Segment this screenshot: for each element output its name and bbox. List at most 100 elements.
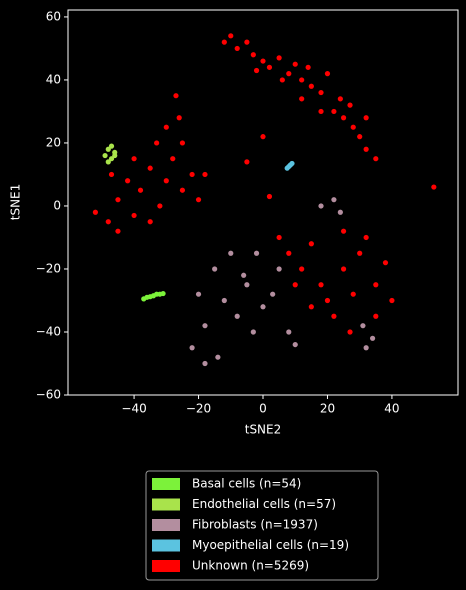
point (170, 156, 176, 162)
point (324, 71, 331, 77)
point (105, 159, 111, 165)
point (260, 304, 266, 310)
x-tick-label: 40 (384, 402, 399, 416)
point (337, 209, 343, 215)
legend-swatch (152, 478, 180, 490)
legend-label: Endothelial cells (n=57) (192, 497, 336, 511)
point (266, 193, 273, 200)
point (373, 313, 379, 319)
point (357, 250, 363, 256)
point (244, 39, 250, 45)
point (363, 115, 369, 121)
point (108, 171, 115, 178)
point (241, 272, 247, 278)
points (92, 33, 437, 367)
point (195, 291, 202, 297)
point (318, 108, 324, 115)
point (289, 160, 295, 167)
point (266, 64, 273, 70)
point (228, 250, 234, 256)
point (195, 197, 202, 203)
point (250, 52, 256, 58)
point (286, 71, 292, 77)
point (331, 197, 337, 203)
point (360, 323, 366, 329)
point (276, 266, 282, 272)
point (382, 260, 389, 266)
x-axis-label: tSNE2 (245, 423, 282, 437)
legend-label: Basal cells (n=54) (192, 477, 301, 491)
point (308, 83, 314, 89)
point (105, 219, 111, 225)
point (286, 250, 292, 256)
point (324, 297, 331, 304)
point (350, 291, 356, 297)
point (234, 313, 240, 319)
point (202, 360, 208, 367)
plot-frame (67, 9, 459, 396)
point (318, 89, 324, 96)
point (340, 115, 347, 121)
point (202, 323, 208, 329)
legend-frame (145, 470, 379, 581)
legend-label: Fibroblasts (n=1937) (192, 518, 318, 532)
point (363, 345, 369, 351)
point (389, 297, 395, 304)
point (179, 140, 186, 146)
point (292, 341, 298, 348)
point (284, 165, 290, 171)
point (299, 96, 305, 102)
point (431, 184, 437, 190)
point (369, 335, 376, 341)
point (260, 134, 266, 140)
point (154, 140, 160, 146)
point (202, 171, 208, 178)
point (244, 159, 250, 165)
point (163, 178, 169, 184)
point (115, 228, 121, 234)
point (340, 266, 347, 272)
point (331, 313, 337, 319)
y-tick-label: −40 (36, 324, 61, 338)
point (318, 203, 324, 209)
point (347, 329, 353, 335)
point (160, 290, 166, 297)
point (270, 291, 276, 297)
point (108, 156, 115, 162)
point (105, 146, 111, 152)
point (253, 250, 260, 256)
point (276, 55, 282, 61)
point (250, 329, 256, 335)
point (350, 124, 356, 130)
point (228, 33, 234, 39)
legend-swatch (152, 560, 180, 572)
point (215, 354, 221, 360)
x-tick-label: −40 (121, 402, 146, 416)
point (347, 102, 353, 108)
point (173, 93, 179, 99)
point (308, 241, 314, 247)
legend-label: Unknown (n=5269) (192, 559, 309, 573)
point (305, 64, 311, 70)
point (299, 266, 305, 272)
point (234, 45, 240, 52)
point (137, 187, 144, 193)
point (260, 58, 266, 64)
point (179, 187, 186, 193)
point (340, 228, 347, 234)
point (279, 77, 285, 83)
point (363, 146, 369, 152)
y-tick-label: 40 (46, 72, 61, 86)
point (373, 156, 379, 162)
point (112, 152, 118, 159)
point (286, 329, 292, 335)
legend-label: Myoepithelial cells (n=19) (192, 538, 349, 552)
y-tick-label: 0 (53, 198, 61, 212)
y-tick-label: 20 (46, 135, 61, 149)
point (212, 266, 218, 272)
point (357, 134, 363, 140)
legend-swatch (152, 519, 180, 531)
point (131, 156, 137, 162)
